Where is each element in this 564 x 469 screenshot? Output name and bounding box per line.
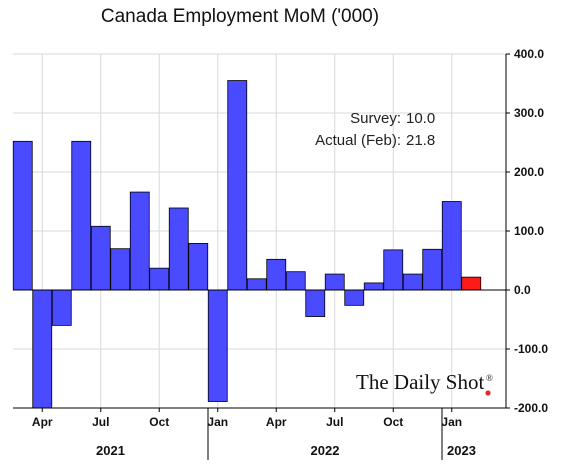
bar-apr-2021 <box>32 289 53 409</box>
bars <box>12 80 482 409</box>
bar-jan-2022 <box>207 289 228 402</box>
brand-registered-mark: ® <box>486 373 493 383</box>
bar-may-2022 <box>285 271 306 291</box>
bar-nov-2021 <box>168 207 189 291</box>
bar-sep-2022 <box>363 282 384 291</box>
y-tick-label: 100.0 <box>514 224 544 238</box>
y-tick-label: -100.0 <box>514 342 548 356</box>
bar-mar-2021 <box>12 140 33 291</box>
bar-dec-2022 <box>422 248 443 291</box>
bar-apr-2022 <box>266 258 287 291</box>
x-tick-labels: Apr Jul Oct Jan Apr Jul Oct Jan <box>32 415 462 429</box>
bar-sep-2021 <box>129 191 150 291</box>
y-tick-label: 200.0 <box>514 165 544 179</box>
bar-jul-2022 <box>324 273 345 291</box>
chart-title: Canada Employment MoM ('000) <box>101 6 379 27</box>
y-tick-label: 300.0 <box>514 106 544 120</box>
y-tick-label: -200.0 <box>514 401 548 415</box>
bar-dec-2021 <box>188 242 209 291</box>
bar-nov-2022 <box>402 273 423 291</box>
bar-jun-2021 <box>71 140 92 291</box>
bar-may-2021 <box>51 289 72 326</box>
bar-mar-2022 <box>246 278 267 291</box>
x-tick-label: Oct <box>383 415 403 429</box>
bar-feb-2022 <box>227 80 248 291</box>
x-tick-label: Jan <box>207 415 228 429</box>
survey-value: 10.0 <box>406 110 435 127</box>
year-label: 2022 <box>311 443 340 458</box>
y-tick-labels: 400.0 300.0 200.0 100.0 0.0 -100.0 -200.0 <box>514 47 548 415</box>
year-labels: 2021 2022 2023 <box>96 443 476 458</box>
bar-aug-2021 <box>110 248 131 291</box>
brand-name: The Daily Shot <box>356 370 484 394</box>
bar-feb-2023 <box>461 276 482 291</box>
bar-jun-2022 <box>305 289 326 317</box>
year-label: 2021 <box>96 443 125 458</box>
y-tick-label: 400.0 <box>514 47 544 61</box>
actual-value: 21.8 <box>406 132 435 149</box>
bar-jul-2021 <box>90 225 111 291</box>
x-tick-label: Jul <box>326 415 343 429</box>
x-tick-label: Jan <box>441 415 462 429</box>
axes <box>13 53 510 460</box>
y-tick-label: 0.0 <box>514 283 531 297</box>
brand-dot <box>485 390 491 396</box>
year-label: 2023 <box>447 443 476 458</box>
brand-logo: The Daily Shot ® <box>356 370 493 396</box>
survey-label: Survey: <box>350 110 401 127</box>
bar-aug-2022 <box>344 289 365 306</box>
x-tick-label: Jul <box>92 415 109 429</box>
x-tick-label: Apr <box>266 415 287 429</box>
bar-oct-2022 <box>383 249 404 291</box>
x-tick-label: Oct <box>149 415 169 429</box>
annotation-box: Survey: 10.0 Actual (Feb): 21.8 <box>315 110 435 149</box>
actual-label: Actual (Feb): <box>315 132 401 149</box>
bar-oct-2021 <box>149 267 170 291</box>
bar-jan-2023 <box>441 201 462 291</box>
x-tick-label: Apr <box>32 415 53 429</box>
